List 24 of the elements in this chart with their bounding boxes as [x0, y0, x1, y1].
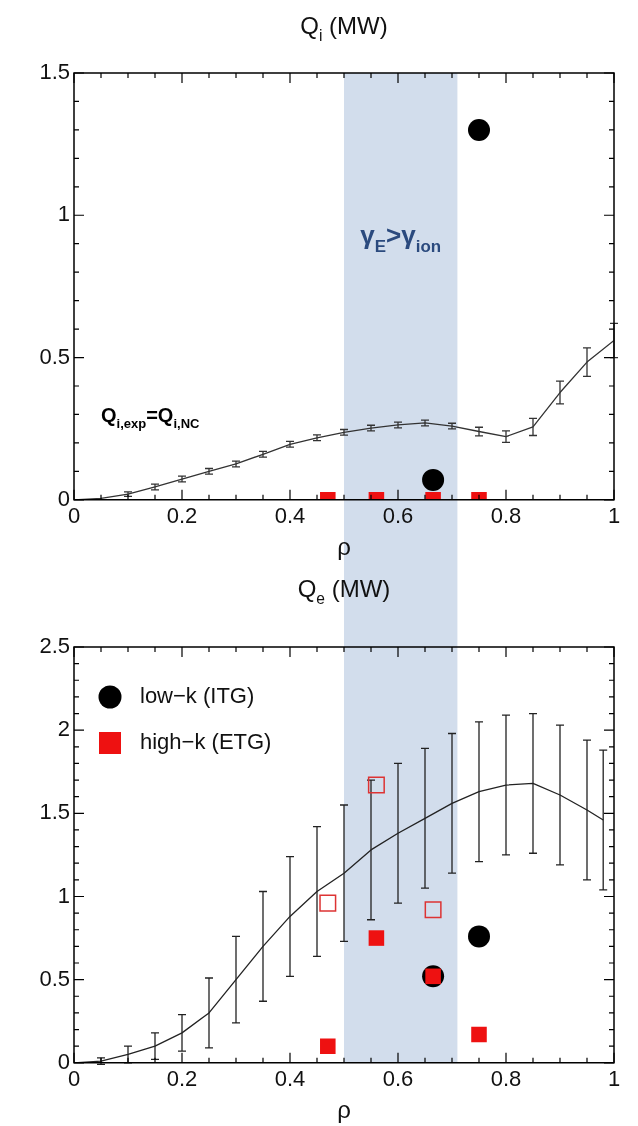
x-axis-title: ρ — [337, 1096, 351, 1124]
y-tick-label: 0.5 — [39, 965, 70, 991]
y-tick-label: 2 — [57, 716, 70, 742]
x-tick-label: 0.6 — [382, 503, 414, 529]
x-tick-label: 0.4 — [274, 503, 306, 529]
x-tick-label: 1 — [607, 1066, 621, 1092]
x-axis-title: ρ — [337, 533, 351, 561]
y-tick-label: 1 — [57, 201, 70, 227]
y-tick-label: 1.5 — [39, 799, 70, 825]
legend-label: low−k (ITG) — [140, 683, 255, 709]
legend-label: high−k (ETG) — [140, 729, 272, 755]
y-tick-label: 1 — [57, 882, 70, 908]
x-tick-label: 0.4 — [274, 1066, 306, 1092]
y-tick-label: 2.5 — [39, 633, 70, 659]
y-tick-label: 1.5 — [39, 59, 70, 85]
x-tick-label: 0.8 — [490, 503, 522, 529]
y-tick-label: 0 — [57, 1048, 70, 1074]
x-tick-label: 1 — [607, 503, 621, 529]
y-tick-label: 0.5 — [39, 343, 70, 369]
x-tick-label: 0.2 — [166, 1066, 198, 1092]
x-tick-label: 0.6 — [382, 1066, 414, 1092]
x-tick-label: 0.2 — [166, 503, 198, 529]
x-tick-label: 0.8 — [490, 1066, 522, 1092]
y-tick-label: 0 — [57, 485, 70, 511]
